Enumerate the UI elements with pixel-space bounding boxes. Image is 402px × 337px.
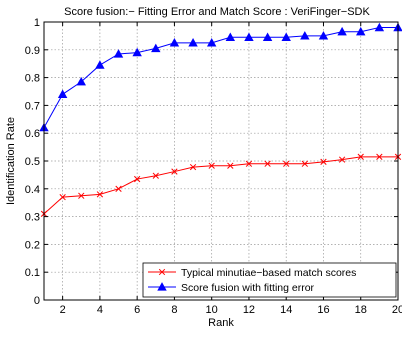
data-point: [356, 26, 366, 36]
marker-stroke: [264, 160, 271, 167]
marker-stroke: [283, 160, 290, 167]
x-axis-label: Rank: [208, 317, 234, 329]
y-tick-label: 0.3: [25, 212, 40, 224]
data-point: [151, 43, 161, 53]
series-1: [39, 22, 402, 132]
marker-stroke: [227, 162, 234, 169]
x-tick-label: 10: [206, 304, 218, 316]
marker-stroke: [208, 162, 215, 169]
x-tick-label: 12: [243, 304, 255, 316]
x-tick-label: 16: [317, 304, 329, 316]
x-tick-label: 4: [97, 304, 103, 316]
data-point: [376, 153, 383, 160]
data-point: [171, 168, 178, 175]
marker-stroke: [152, 172, 159, 179]
data-point: [338, 156, 346, 163]
marker-stroke: [171, 168, 178, 175]
series-0: [40, 153, 402, 217]
y-tick-label: 0.5: [25, 156, 40, 168]
data-point: [95, 60, 105, 69]
x-tick-label: 20: [392, 304, 402, 316]
marker-stroke: [301, 160, 308, 167]
data-point: [152, 172, 159, 179]
marker-stroke: [96, 191, 104, 198]
data-point: [132, 47, 142, 57]
data-point: [169, 38, 180, 47]
data-point: [188, 38, 198, 47]
data-point: [225, 32, 236, 41]
y-tick-label: 0.9: [25, 45, 40, 57]
data-point: [96, 191, 104, 198]
x-tick-label: 8: [171, 304, 177, 316]
series-layer: [39, 22, 402, 217]
legend-marker-1: [157, 282, 167, 291]
x-tick-label: 2: [60, 304, 66, 316]
legend-box: [142, 262, 397, 298]
marker-stroke: [189, 163, 197, 171]
data-point: [113, 49, 124, 58]
ticks: 2 4 6 8 10 12 14 16 18 20 0 0.1 0.2 0.3 0.4 0.5 0.6 0.7 0.…: [25, 17, 402, 316]
legend-entry-0: Typical minutiae−based match scores: [181, 267, 356, 279]
data-point: [244, 32, 254, 41]
data-point: [208, 162, 215, 169]
marker-stroke: [338, 156, 346, 163]
y-axis-label: Identification Rate: [5, 117, 17, 205]
data-point: [300, 31, 310, 40]
y-tick-label: 0: [34, 295, 40, 307]
series-line-1: [43, 27, 398, 128]
data-point: [337, 26, 347, 36]
data-point: [301, 160, 308, 167]
y-tick-label: 0.2: [25, 239, 40, 251]
legend-entry-1: Score fusion with fitting error: [181, 282, 315, 294]
grid: [44, 22, 398, 300]
data-point: [281, 32, 291, 41]
y-tick-label: 0.4: [25, 184, 40, 196]
data-point: [262, 32, 273, 41]
x-tick-label: 6: [134, 304, 140, 316]
marker-stroke: [59, 193, 66, 201]
data-point: [189, 163, 197, 171]
data-point: [115, 185, 122, 192]
marker-stroke: [78, 192, 85, 199]
legend-marker-0: [158, 268, 166, 276]
data-point: [264, 160, 271, 167]
data-point: [134, 175, 141, 183]
marker-stroke: [320, 158, 327, 165]
legend-marker-shape: [158, 268, 166, 276]
data-point: [283, 160, 290, 167]
data-point: [245, 160, 253, 167]
marker-stroke: [134, 175, 141, 183]
data-point: [374, 22, 385, 32]
marker-stroke: [115, 185, 122, 192]
data-point: [59, 193, 66, 201]
data-point: [57, 89, 68, 98]
y-tick-label: 0.1: [25, 267, 40, 279]
data-point: [78, 192, 85, 199]
marker-stroke: [245, 160, 253, 167]
marker-stroke: [357, 153, 364, 160]
x-tick-label: 18: [355, 304, 367, 316]
data-point: [357, 153, 364, 160]
marker-stroke: [158, 268, 166, 276]
x-tick-label: 14: [280, 304, 292, 316]
y-tick-label: 1: [34, 17, 40, 29]
chart-title: Score fusion:− Fitting Error and Match S…: [64, 6, 370, 18]
y-tick-label: 0.6: [25, 128, 40, 140]
data-point: [320, 158, 327, 165]
data-point: [227, 162, 234, 169]
data-point: [206, 38, 217, 47]
y-tick-label: 0.7: [25, 100, 40, 112]
series-line-0: [43, 156, 398, 215]
marker-stroke: [376, 153, 383, 160]
legend-marker-shape: [157, 282, 167, 291]
data-point: [76, 76, 86, 86]
data-point: [318, 31, 329, 40]
legend: Typical minutiae−based match scores Scor…: [142, 262, 397, 298]
y-tick-label: 0.8: [25, 73, 40, 85]
